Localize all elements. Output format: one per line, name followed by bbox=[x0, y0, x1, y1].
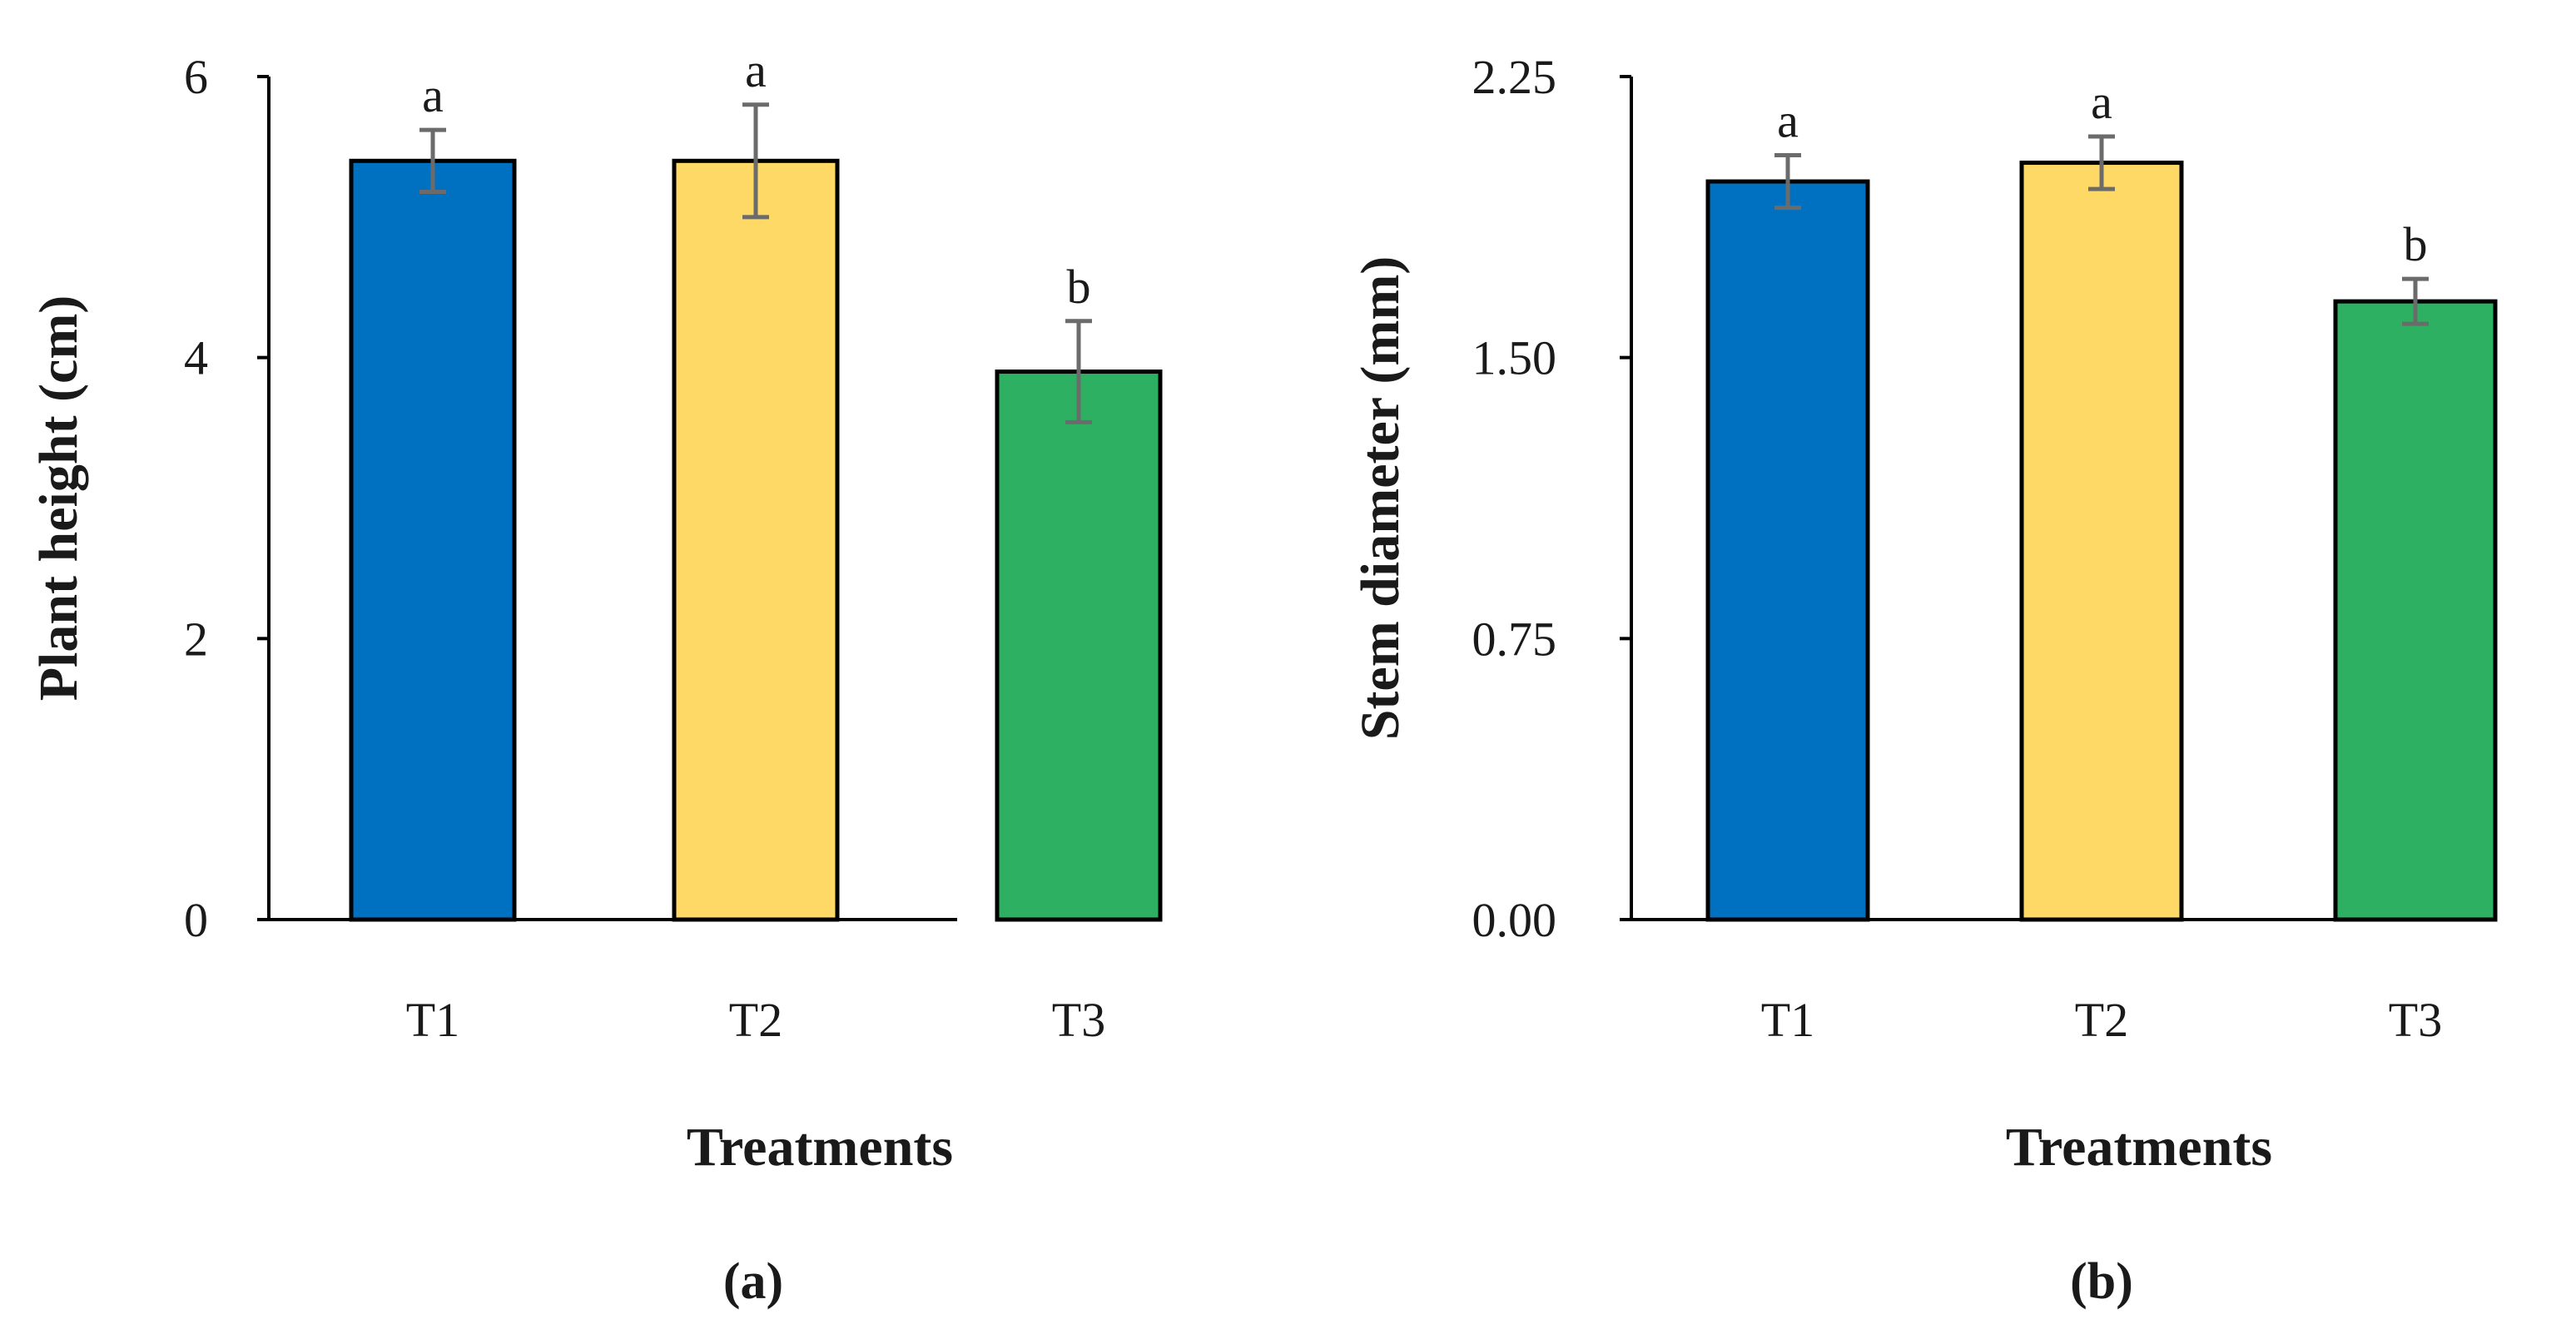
y-tick-label: 4 bbox=[184, 331, 208, 385]
x-tick-label-t2: T2 bbox=[729, 993, 782, 1047]
bar-t3 bbox=[2333, 299, 2498, 922]
x-axis-title: Treatments bbox=[687, 1117, 953, 1178]
x-tick-label-t2: T2 bbox=[2075, 993, 2128, 1047]
y-tick-label: 6 bbox=[184, 50, 208, 104]
x-tick-label-t1: T1 bbox=[1761, 993, 1814, 1047]
error-bar-t2 bbox=[2088, 134, 2115, 191]
significance-label-t2: a bbox=[745, 43, 767, 97]
bar-t1 bbox=[349, 158, 517, 922]
error-bar-t3 bbox=[1065, 319, 1092, 424]
bar-t3 bbox=[995, 369, 1163, 922]
significance-label-t1: a bbox=[1777, 94, 1799, 148]
bar-t2 bbox=[672, 158, 840, 922]
x-axis-title: Treatments bbox=[2006, 1117, 2272, 1178]
error-bar-t3 bbox=[2402, 276, 2429, 326]
y-tick-label: 1.50 bbox=[1472, 331, 1557, 385]
error-bar-t1 bbox=[419, 127, 446, 194]
panel-label: (b) bbox=[2070, 1253, 2133, 1310]
significance-label-t3: b bbox=[1067, 260, 1091, 314]
bar-t1 bbox=[1705, 179, 1870, 922]
error-bar-t2 bbox=[742, 102, 769, 220]
error-bar-t1 bbox=[1774, 153, 1801, 211]
y-tick-label: 0.00 bbox=[1472, 893, 1557, 947]
y-tick-label: 2.25 bbox=[1472, 50, 1557, 104]
bar-t2 bbox=[2019, 161, 2184, 922]
y-axis-title: Stem diameter (mm) bbox=[1350, 256, 1411, 741]
significance-label-t1: a bbox=[422, 68, 444, 122]
significance-label-t3: b bbox=[2404, 217, 2428, 271]
y-tick-label: 0.75 bbox=[1472, 612, 1557, 666]
panel-label: (a) bbox=[723, 1253, 783, 1310]
y-axis-title: Plant height (cm) bbox=[28, 295, 89, 702]
y-tick-label: 2 bbox=[184, 612, 208, 666]
chart-panel-a: a T1 a T2 b T3 0 2 4 6 Plant height (cm) Treatments… bbox=[28, 43, 1163, 1310]
x-tick-label-t3: T3 bbox=[2389, 993, 2442, 1047]
x-tick-label-t3: T3 bbox=[1052, 993, 1105, 1047]
y-tick-label: 0 bbox=[184, 893, 208, 947]
x-tick-label-t1: T1 bbox=[406, 993, 459, 1047]
significance-label-t2: a bbox=[2091, 75, 2112, 129]
chart-panel-b: a T1 a T2 b T3 0.00 0.75 1.50 2.25 Stem diameter (… bbox=[1350, 50, 2498, 1310]
